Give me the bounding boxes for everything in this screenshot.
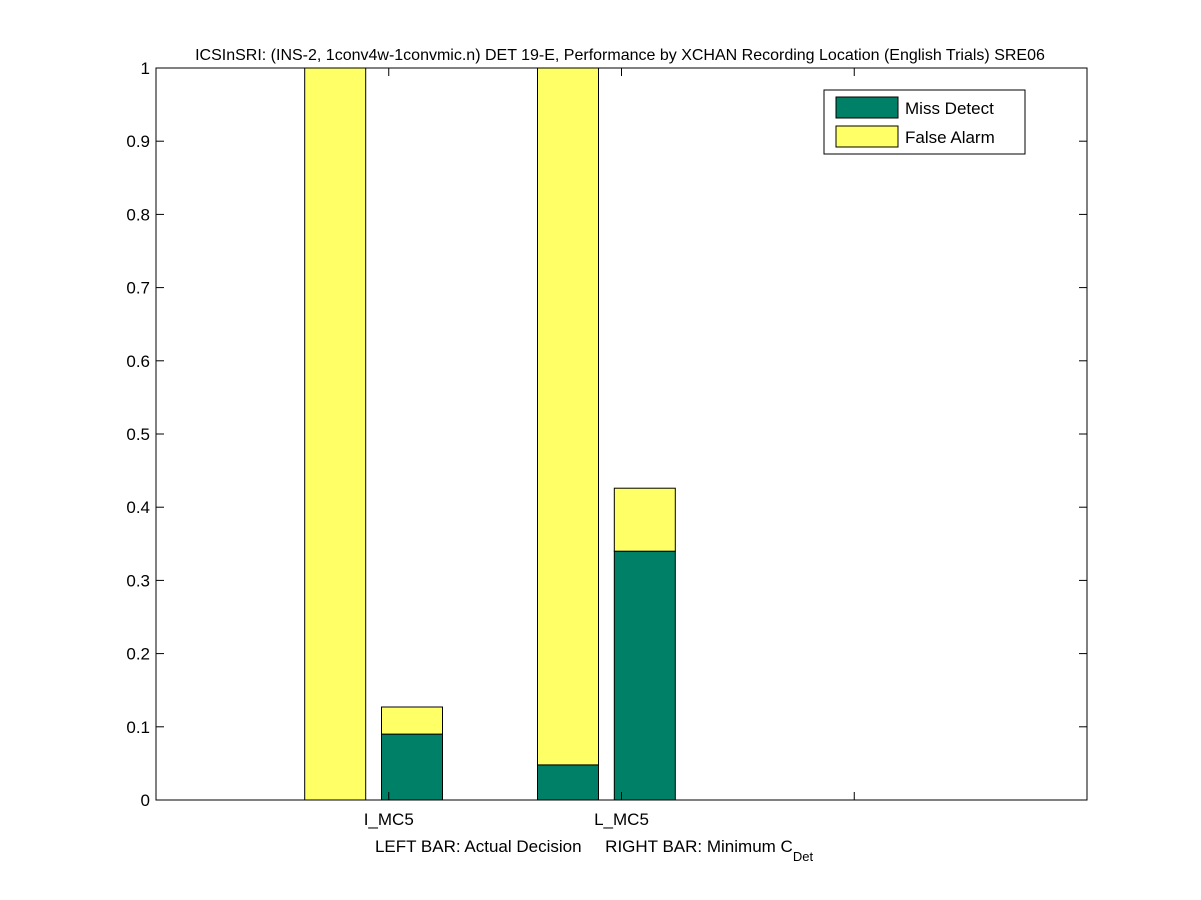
legend-label-false-alarm: False Alarm	[905, 128, 995, 147]
ytick-label-6: 0.6	[126, 352, 150, 371]
ytick-label-5: 0.5	[126, 425, 150, 444]
ytick-label-8: 0.8	[126, 205, 150, 224]
bar-l-mc5-actual-false-alarm	[537, 67, 599, 766]
x-axis-label-right: RIGHT BAR: Minimum C	[605, 837, 793, 856]
ytick-label-0: 0	[141, 791, 150, 810]
x-axis-label-left: LEFT BAR: Actual Decision	[375, 837, 582, 856]
xtick-label-l-mc5: L_MC5	[594, 810, 649, 829]
x-axis-label-subscript: Det	[793, 849, 814, 864]
legend-swatch-miss-detect	[835, 96, 899, 119]
bar-i-mc5-minimum-miss-detect	[381, 733, 443, 801]
x-tick-labels: I_MC5 L_MC5	[364, 810, 649, 829]
bar-l-mc5-actual-miss-detect	[537, 764, 599, 801]
ytick-label-2: 0.2	[126, 645, 150, 664]
x-axis-label: LEFT BAR: Actual Decision RIGHT BAR: Min…	[375, 837, 814, 864]
chart-title: ICSInSRI: (INS-2, 1conv4w-1convmic.n) DE…	[195, 47, 1045, 64]
legend-swatch-false-alarm	[835, 125, 899, 148]
ytick-label-4: 0.4	[126, 498, 150, 517]
ytick-label-10: 1	[141, 59, 150, 78]
x-axis-label-gap	[582, 837, 606, 856]
ytick-label-1: 0.1	[126, 718, 150, 737]
legend-label-miss-detect: Miss Detect	[905, 99, 994, 118]
ytick-label-9: 0.9	[126, 132, 150, 151]
ytick-label-7: 0.7	[126, 279, 150, 298]
bar-i-mc5-minimum-false-alarm	[381, 706, 443, 735]
bar-l-mc5-minimum-miss-detect	[613, 550, 676, 801]
legend: Miss Detect False Alarm	[823, 89, 1026, 155]
y-tick-labels: 0 0.1 0.2 0.3 0.4 0.5 0.6 0.7 0.8 0.9 1	[126, 59, 150, 810]
axis-ticks-group	[155, 67, 1088, 801]
bar-i-mc5-actual-false-alarm	[304, 67, 367, 801]
xtick-label-i-mc5: I_MC5	[364, 810, 414, 829]
bars-group	[304, 67, 676, 801]
ytick-label-3: 0.3	[126, 571, 150, 590]
bar-l-mc5-minimum-false-alarm	[613, 487, 676, 552]
